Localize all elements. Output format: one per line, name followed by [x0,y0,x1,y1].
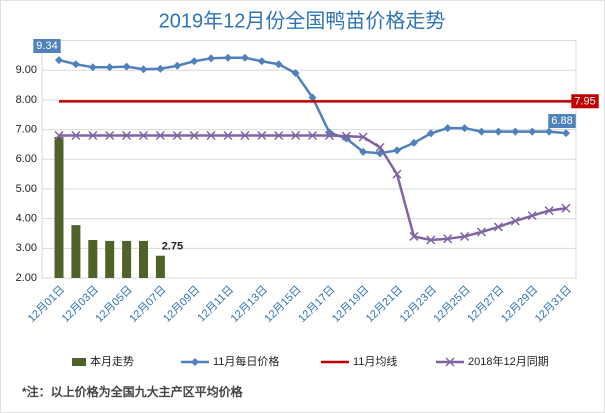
marker [545,127,554,136]
marker [173,61,182,70]
marker [291,130,301,141]
value-label: 6.88 [551,115,572,127]
legend-label: 11月每日价格 [213,354,279,368]
marker [257,130,267,141]
value-label-box [33,39,61,53]
y-tick-label: 6.00 [16,153,37,165]
legend-label: 本月走势 [90,354,134,368]
marker [224,53,232,62]
marker [477,127,486,136]
marker [393,146,401,155]
marker [105,63,114,72]
marker [88,63,97,72]
marker [358,132,368,142]
marker [460,231,470,241]
marker [511,127,520,136]
chart-title: 2019年12月份全国鸭苗价格走势 [159,9,446,32]
y-tick-label: 9.00 [16,64,37,76]
marker [426,129,435,138]
legend-marker [445,357,455,367]
marker [375,142,385,152]
marker [156,64,165,73]
y-tick-label: 3.00 [16,242,37,254]
marker [443,234,453,244]
marker [274,60,283,69]
value-label-box [571,94,599,109]
marker [189,130,199,141]
legend-swatch [72,358,86,366]
marker [409,231,419,241]
bar [139,240,148,278]
bar [155,255,165,278]
marker [139,65,148,74]
marker [207,54,216,63]
value-label-box [548,114,576,129]
marker [426,235,436,245]
marker [105,130,115,141]
bar [88,240,98,278]
legend-label: 11月均线 [353,354,397,368]
marker [155,130,165,141]
y-tick-label: 7.00 [16,123,37,135]
marker [257,57,266,66]
marker [71,130,81,141]
marker [71,60,80,69]
marker [494,127,503,136]
legend-label: 2018年12月同期 [468,354,549,368]
y-tick-label: 2.00 [16,272,37,284]
marker [291,69,300,78]
value-label: 9.34 [36,40,57,52]
marker [122,62,131,71]
marker [409,138,418,147]
marker [308,93,317,102]
marker [172,130,182,141]
marker [476,227,487,237]
marker [54,130,64,141]
bar [54,136,64,278]
value-label: 7.95 [574,95,595,107]
marker [460,124,469,133]
marker [122,130,132,141]
marker [392,169,402,179]
marker [562,129,570,138]
marker [307,130,318,141]
y-tick-label: 8.00 [16,94,37,106]
marker [527,211,537,221]
marker [324,130,334,141]
note: *注：以上价格为全国九大主产区平均价格 [22,384,244,399]
marker [88,130,98,141]
bar [71,225,81,278]
y-tick-label: 5.00 [16,183,37,195]
bar [122,240,132,278]
marker [561,203,571,213]
y-tick-label: 4.00 [16,213,37,225]
marker [510,216,520,226]
marker [341,131,351,141]
marker [55,56,63,65]
bar [105,240,115,278]
marker [138,130,149,141]
marker [359,147,368,156]
marker [240,130,250,141]
marker [274,130,284,141]
legend-marker [191,358,199,366]
marker [544,206,554,216]
marker [240,53,249,62]
marker [206,130,216,141]
marker [493,222,503,232]
marker [443,124,452,133]
marker [223,130,233,141]
marker [528,127,537,136]
marker [190,57,199,66]
value-label: 2.75 [162,241,183,253]
